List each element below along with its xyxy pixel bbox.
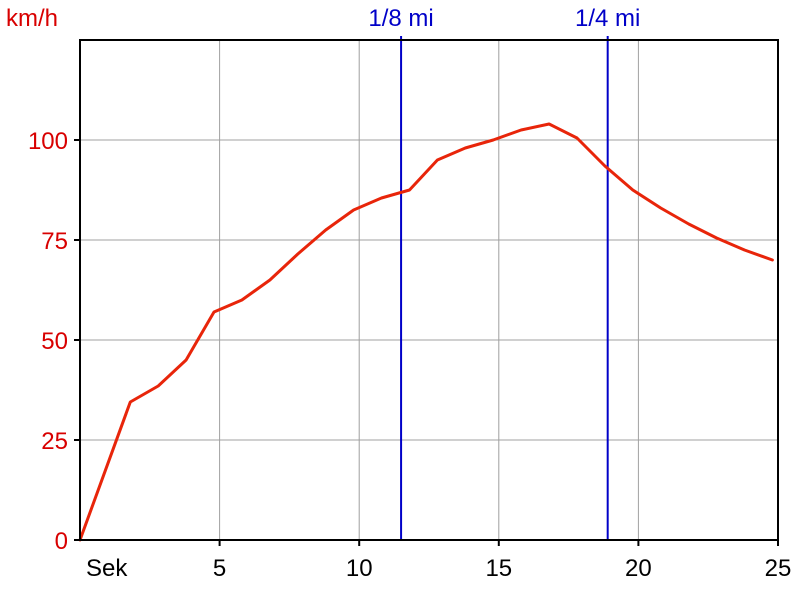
speed-series-line [78, 122, 774, 542]
x-tick-label: 5 [213, 555, 226, 582]
x-tick-label: 15 [485, 555, 512, 582]
y-tick-label: 0 [55, 528, 68, 555]
y-tick-labels: 0 25 50 75 100 [28, 128, 80, 555]
grid-layer [80, 40, 778, 540]
x-tick-label: 20 [625, 555, 652, 582]
y-tick-label: 75 [41, 228, 68, 255]
y-tick-label: 100 [28, 128, 68, 155]
x-tick-labels: 5 10 15 20 25 [213, 540, 791, 582]
y-axis-unit-label: km/h [6, 5, 58, 32]
plot-frame [79, 39, 779, 541]
distance-marker-label: 1/8 mi [368, 5, 433, 32]
series-layer [78, 122, 774, 542]
y-tick-label: 50 [41, 328, 68, 355]
marker-layer: 1/8 mi 1/4 mi [368, 5, 640, 540]
x-tick-label: 10 [346, 555, 373, 582]
y-tick-label: 25 [41, 428, 68, 455]
x-tick-label: 25 [765, 555, 792, 582]
x-axis-unit-label: Sek [86, 555, 128, 582]
distance-marker-label: 1/4 mi [575, 5, 640, 32]
